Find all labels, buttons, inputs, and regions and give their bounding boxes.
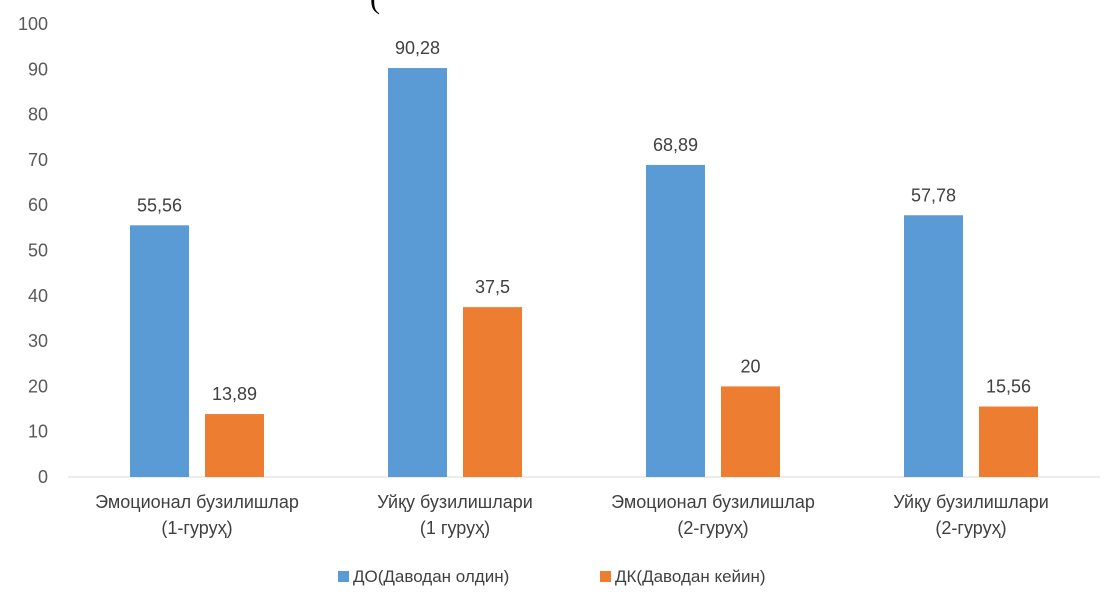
legend: ДО(Даводан олдин) ДК(Даводан кейин): [338, 567, 766, 586]
bars: [130, 68, 1038, 478]
data-label: 15,56: [986, 377, 1031, 397]
category-label: (2-гуруҳ): [677, 518, 748, 538]
data-label: 57,78: [911, 185, 956, 205]
category-label: Эмоционал бузилишлар: [95, 492, 299, 512]
category-label: (2-гуруҳ): [935, 518, 1006, 538]
legend-label: ДК(Даводан кейин): [615, 567, 766, 586]
y-tick-label: 10: [28, 422, 48, 442]
bar-series-1-category-3: [646, 164, 705, 478]
title-fragment: (: [370, 0, 380, 15]
bar-series-2-category-3: [721, 386, 780, 477]
bar-series-1-category-4: [904, 215, 963, 478]
y-tick-label: 50: [28, 241, 48, 261]
category-label: (1-гуруҳ): [161, 518, 232, 538]
legend-swatch: [338, 571, 349, 582]
data-label: 13,89: [212, 384, 257, 404]
data-label: 90,28: [395, 38, 440, 58]
y-tick-label: 0: [38, 467, 48, 487]
category-labels: Эмоционал бузилишлар (1-гуруҳ) Уйқу бузили…: [95, 492, 1049, 538]
bar-series-1-category-1: [130, 225, 189, 477]
y-tick-label: 60: [28, 195, 48, 215]
y-tick-label: 90: [28, 59, 48, 79]
legend-label: ДО(Даводан олдин): [353, 567, 509, 586]
y-tick-label: 30: [28, 331, 48, 351]
y-tick-label: 80: [28, 105, 48, 125]
category-label: (1 гуруҳ): [420, 518, 490, 538]
category-label: Уйқу бузилишлари: [893, 492, 1049, 512]
value-labels: 55,56 13,89 90,28 37,5 68,89 20 57,78 15,56: [137, 38, 1031, 404]
data-label: 37,5: [475, 277, 510, 297]
data-label: 20: [740, 356, 760, 376]
y-tick-label: 40: [28, 286, 48, 306]
category-label: Эмоционал бузилишлар: [611, 492, 815, 512]
y-axis-ticks: 0 10 20 30 40 50 60 70 80 90 100: [18, 14, 48, 487]
legend-swatch: [600, 571, 611, 582]
bar-series-1-category-2: [388, 68, 447, 477]
bar-series-2-category-4: [979, 406, 1038, 477]
bar-series-2-category-1: [205, 414, 264, 477]
data-label: 55,56: [137, 195, 182, 215]
y-tick-label: 20: [28, 376, 48, 396]
y-tick-label: 100: [18, 14, 48, 34]
category-label: Уйқу бузилишлари: [377, 492, 533, 512]
bar-series-2-category-2: [463, 307, 522, 477]
data-label: 68,89: [653, 135, 698, 155]
y-tick-label: 70: [28, 150, 48, 170]
